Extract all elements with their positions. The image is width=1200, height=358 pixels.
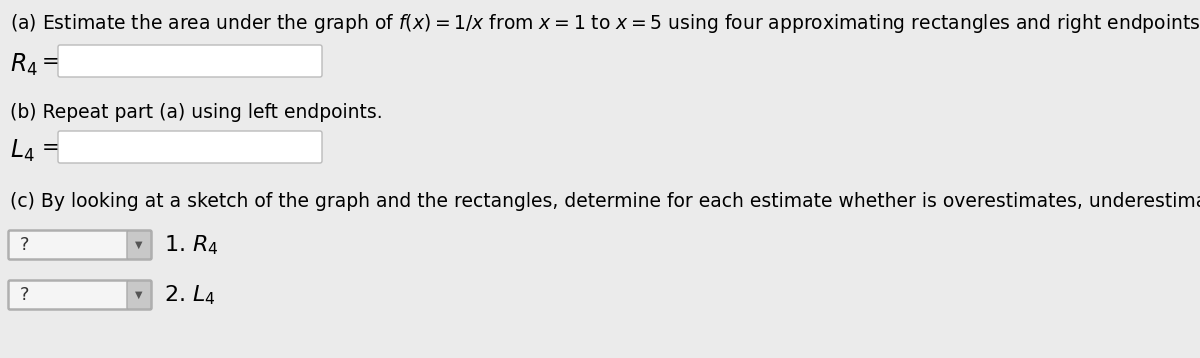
FancyBboxPatch shape bbox=[127, 231, 151, 259]
Text: ▼: ▼ bbox=[136, 240, 143, 250]
Text: 2. $L_4$: 2. $L_4$ bbox=[164, 283, 216, 307]
Text: ▼: ▼ bbox=[136, 290, 143, 300]
Text: =: = bbox=[42, 52, 60, 72]
FancyBboxPatch shape bbox=[127, 281, 151, 309]
FancyBboxPatch shape bbox=[10, 231, 130, 259]
Text: $L_4$: $L_4$ bbox=[10, 138, 35, 164]
Text: (c) By looking at a sketch of the graph and the rectangles, determine for each e: (c) By looking at a sketch of the graph … bbox=[10, 192, 1200, 211]
FancyBboxPatch shape bbox=[10, 281, 130, 309]
FancyBboxPatch shape bbox=[58, 45, 322, 77]
FancyBboxPatch shape bbox=[58, 131, 322, 163]
Text: 1. $R_4$: 1. $R_4$ bbox=[164, 233, 218, 257]
Text: (a) Estimate the area under the graph of $f(x) = 1/x$ from $x = 1$ to $x = 5$ us: (a) Estimate the area under the graph of… bbox=[10, 12, 1200, 35]
Text: ?: ? bbox=[20, 236, 30, 254]
Text: $R_4$: $R_4$ bbox=[10, 52, 38, 78]
Text: =: = bbox=[42, 138, 60, 158]
Text: (b) Repeat part (a) using left endpoints.: (b) Repeat part (a) using left endpoints… bbox=[10, 103, 383, 122]
Text: ?: ? bbox=[20, 286, 30, 304]
